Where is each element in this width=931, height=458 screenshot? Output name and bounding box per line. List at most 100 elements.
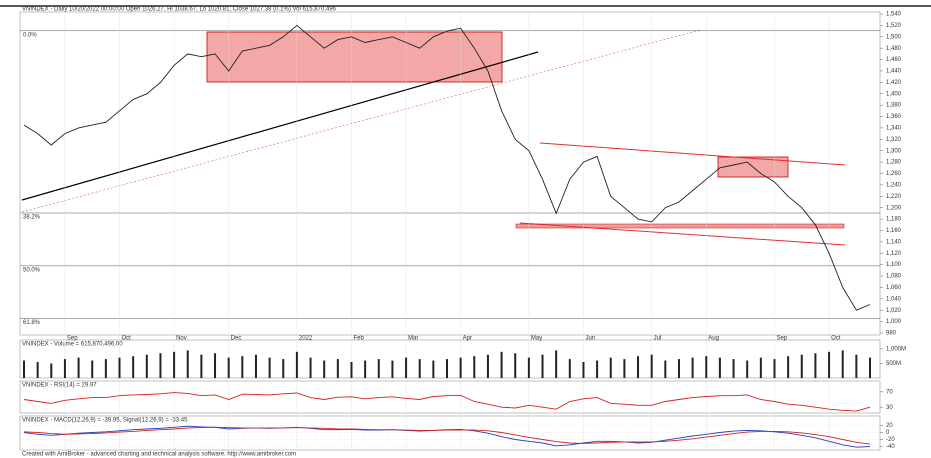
y-tick-label: 1,260 bbox=[886, 171, 902, 177]
y-tick-label: 1,520 bbox=[886, 23, 902, 29]
volume-bar bbox=[800, 354, 803, 378]
fib-label: 50.0% bbox=[23, 267, 41, 273]
y-tick-label: 1,220 bbox=[886, 194, 902, 200]
x-tick-label: Aug bbox=[708, 336, 719, 342]
y-tick-label: 1,460 bbox=[886, 57, 902, 63]
volume-bar bbox=[446, 359, 448, 378]
y-tick-label: 1,380 bbox=[886, 103, 902, 109]
y-tick-label: 0 bbox=[886, 430, 890, 436]
volume-bar bbox=[214, 353, 217, 378]
y-tick-label: 30 bbox=[886, 405, 893, 411]
volume-bar bbox=[159, 353, 162, 378]
y-tick-label: 1,240 bbox=[886, 182, 902, 188]
volume-bar bbox=[623, 359, 626, 378]
trend-line bbox=[21, 51, 539, 201]
volume-bar bbox=[268, 357, 271, 378]
volume-bar bbox=[718, 357, 721, 378]
volume-bar bbox=[746, 360, 749, 378]
volume-bar bbox=[527, 357, 530, 378]
volume-bar bbox=[77, 357, 80, 378]
volume-bar bbox=[309, 357, 312, 378]
x-tick-label: Nov bbox=[176, 336, 187, 342]
y-tick-label: 1,300 bbox=[886, 148, 902, 154]
footer: Created with AmiBroker - advanced charti… bbox=[22, 452, 296, 458]
x-tick-label: Mar bbox=[408, 336, 418, 342]
x-tick-label: Sep bbox=[67, 336, 78, 342]
volume-bar bbox=[132, 356, 135, 378]
volume-bar bbox=[200, 354, 203, 378]
y-tick-label: 1,340 bbox=[886, 126, 902, 132]
volume-bar bbox=[323, 360, 326, 378]
volume-bar bbox=[555, 350, 558, 378]
fib-label: 61.8% bbox=[23, 320, 41, 326]
y-tick-label: 1,180 bbox=[886, 217, 902, 223]
volume-bar bbox=[582, 362, 585, 378]
fib-label: 38.2% bbox=[23, 215, 41, 221]
volume-bar bbox=[637, 356, 640, 378]
x-tick-label: Oct bbox=[831, 336, 841, 342]
volume-bar bbox=[350, 362, 353, 378]
chart-title: VNINDEX - Daily 10/20/2022 00:00:00 Open… bbox=[22, 7, 337, 13]
panel-title: VNINDEX - MACD(12,26,9) = -39.95, Signal… bbox=[22, 418, 188, 424]
y-tick-label: 980 bbox=[886, 331, 897, 337]
y-tick-label: 1,020 bbox=[886, 308, 902, 314]
price-panel bbox=[19, 11, 881, 336]
volume-bar bbox=[691, 357, 694, 378]
volume-bar bbox=[814, 353, 817, 378]
volume-bar bbox=[186, 350, 189, 378]
x-tick-label: May bbox=[531, 336, 542, 342]
y-tick-label: 1,160 bbox=[886, 228, 902, 234]
volume-bar bbox=[855, 354, 858, 378]
volume-bar bbox=[459, 357, 462, 378]
y-tick-label: -20 bbox=[886, 437, 895, 443]
volume-bar bbox=[705, 356, 708, 378]
x-tick-label: Oct bbox=[122, 336, 132, 342]
y-tick-label: 1,540 bbox=[886, 12, 902, 18]
volume-bar bbox=[828, 351, 831, 378]
volume-panel bbox=[19, 339, 881, 379]
x-tick-label: Jul bbox=[654, 336, 662, 342]
y-tick-label: 1,000M bbox=[886, 346, 906, 352]
series-line bbox=[23, 426, 871, 445]
y-tick-label: 20 bbox=[886, 423, 893, 429]
volume-bar bbox=[295, 351, 298, 378]
y-tick-label: 1,480 bbox=[886, 46, 902, 52]
volume-bar bbox=[787, 356, 790, 378]
volume-bar bbox=[541, 354, 544, 378]
y-tick-label: 1,320 bbox=[886, 137, 902, 143]
volume-bar bbox=[377, 359, 380, 378]
volume-bar bbox=[173, 351, 176, 378]
volume-bar bbox=[227, 357, 230, 378]
x-tick-label: Dec bbox=[231, 336, 242, 342]
volume-bar bbox=[869, 357, 871, 378]
y-tick-label: 1,120 bbox=[886, 251, 902, 257]
x-tick-label: Apr bbox=[463, 336, 472, 342]
volume-bar bbox=[596, 360, 599, 378]
volume-bar bbox=[391, 360, 394, 378]
volume-bar bbox=[405, 357, 408, 378]
y-tick-label: 1,280 bbox=[886, 160, 902, 166]
y-tick-label: -40 bbox=[886, 444, 895, 450]
volume-bar bbox=[145, 354, 148, 378]
y-tick-label: 1,500 bbox=[886, 34, 902, 40]
volume-bar bbox=[568, 359, 571, 378]
panel-title: VNINDEX - Volume = 615,870,496.00 bbox=[22, 342, 123, 348]
volume-bar bbox=[336, 359, 339, 378]
y-tick-label: 1,400 bbox=[886, 91, 902, 97]
volume-bar bbox=[364, 360, 367, 378]
y-tick-label: 70 bbox=[886, 389, 893, 395]
x-tick-label: Sep bbox=[776, 336, 787, 342]
zone-box bbox=[206, 31, 503, 83]
volume-bar bbox=[241, 356, 244, 378]
y-tick-label: 1,100 bbox=[886, 262, 902, 268]
y-tick-label: 1,040 bbox=[886, 296, 902, 302]
volume-bar bbox=[514, 353, 517, 378]
rsi-panel bbox=[19, 380, 881, 414]
volume-bar bbox=[418, 359, 421, 378]
volume-bar bbox=[609, 357, 612, 378]
volume-bar bbox=[650, 354, 653, 378]
y-tick-label: 1,060 bbox=[886, 285, 902, 291]
trend-line bbox=[21, 29, 701, 213]
series-line bbox=[23, 392, 871, 412]
